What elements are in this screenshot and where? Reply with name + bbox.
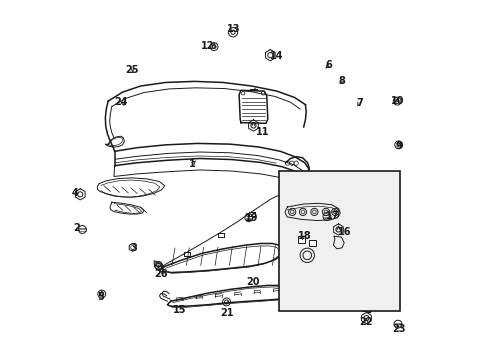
Text: 18: 18 <box>297 231 311 240</box>
Text: 7: 7 <box>355 98 362 108</box>
Bar <box>298 236 304 243</box>
Text: 20: 20 <box>246 277 260 287</box>
Text: 21: 21 <box>220 308 233 318</box>
Text: 10: 10 <box>390 96 404 106</box>
Text: 8: 8 <box>337 76 344 86</box>
Text: 1: 1 <box>189 159 196 169</box>
Text: 5: 5 <box>98 292 104 302</box>
Bar <box>278 171 400 311</box>
Text: 12: 12 <box>201 41 214 50</box>
Text: 9: 9 <box>394 141 401 151</box>
Text: 19: 19 <box>244 213 258 222</box>
Text: 11: 11 <box>255 127 268 136</box>
Text: 16: 16 <box>338 227 351 237</box>
Text: 15: 15 <box>172 305 185 315</box>
Bar <box>308 240 315 246</box>
Text: 23: 23 <box>391 324 405 334</box>
Text: 24: 24 <box>114 97 127 107</box>
Text: 22: 22 <box>359 317 372 327</box>
Text: 25: 25 <box>124 64 138 75</box>
Text: 6: 6 <box>325 60 331 70</box>
Text: 13: 13 <box>226 24 240 35</box>
Text: 26: 26 <box>154 269 168 279</box>
Text: 3: 3 <box>130 243 137 253</box>
Text: 14: 14 <box>269 51 283 61</box>
Text: 17: 17 <box>325 211 338 221</box>
Text: 4: 4 <box>72 188 79 198</box>
Text: 2: 2 <box>73 224 80 233</box>
